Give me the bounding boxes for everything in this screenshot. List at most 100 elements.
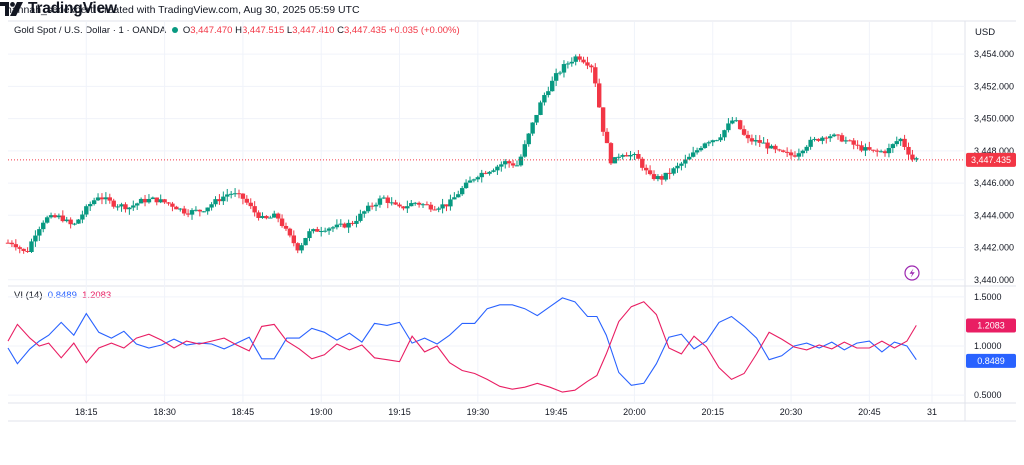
candle-body <box>17 247 22 249</box>
vi-plus-value: 0.8489 <box>47 290 77 301</box>
candle-body <box>444 204 449 207</box>
candle-body <box>871 149 876 151</box>
time-axis: 18:15 18:30 18:45 19:00 19:15 19:30 19:45 20:00… <box>75 407 937 417</box>
symbol-name: Gold Spot / U.S. Dollar · 1 · OANDA <box>14 25 166 36</box>
candle-body <box>21 248 26 251</box>
candle-body <box>456 194 461 198</box>
candle-body <box>29 241 34 252</box>
low-label: L <box>286 25 293 36</box>
candle-body <box>530 122 535 134</box>
candle-body <box>894 141 899 145</box>
candle-body <box>68 219 73 225</box>
last-price-flag: 3,447.435 <box>966 152 1016 167</box>
price-tick-label: 3,454.000 <box>974 49 1014 59</box>
currency-label[interactable]: USD <box>975 27 996 38</box>
candle-body <box>158 199 163 203</box>
candle-body <box>687 156 692 160</box>
candle-body <box>483 172 488 174</box>
vi-lines <box>7 297 917 393</box>
candle-body <box>890 144 896 149</box>
candle-body <box>236 193 242 195</box>
candle-body <box>189 210 195 215</box>
candle-body <box>828 136 833 139</box>
open-value: 3,447.470 <box>190 25 233 36</box>
candle-body <box>448 199 453 207</box>
time-tick-label: 19:30 <box>467 407 490 417</box>
low-value: 3,447.410 <box>292 25 335 36</box>
candle-body <box>162 199 167 203</box>
candle-body <box>334 224 340 228</box>
candle-body <box>710 140 715 143</box>
candle-body <box>667 172 672 174</box>
candle-body <box>174 206 179 210</box>
svg-text:0.8489: 0.8489 <box>977 356 1005 366</box>
candle-body <box>632 154 637 156</box>
candle-body <box>13 244 19 248</box>
candle-body <box>510 163 516 166</box>
candle-body <box>221 196 226 202</box>
candle-body <box>80 214 85 220</box>
candle-body <box>882 151 888 154</box>
candle-body <box>432 209 437 211</box>
candle-body <box>248 202 253 207</box>
vi-tick-label: 0.5000 <box>974 390 1002 400</box>
candle-body <box>577 56 582 60</box>
tradingview-logo-text: TradingView <box>28 0 117 17</box>
candle-body <box>311 229 316 232</box>
candle-body <box>412 202 418 204</box>
candle-body <box>303 238 308 246</box>
candle-body <box>800 150 805 154</box>
time-tick-label: 20:45 <box>858 407 881 417</box>
candle-body <box>796 153 802 157</box>
candle-body <box>659 176 665 180</box>
candle-body <box>628 154 633 157</box>
candle-body <box>538 102 543 115</box>
candle-body <box>706 142 712 144</box>
candle-body <box>784 151 790 153</box>
candle-body <box>346 222 351 228</box>
candle-body <box>585 62 590 66</box>
candle-body <box>228 193 234 195</box>
candle-body <box>859 145 864 151</box>
candle-body <box>636 154 641 159</box>
candle-body <box>616 156 621 158</box>
time-tick-label: 18:15 <box>75 407 98 417</box>
candle-body <box>217 199 222 202</box>
time-tick-label: 19:45 <box>545 407 568 417</box>
time-tick-label: 19:00 <box>310 407 333 417</box>
candle-body <box>675 165 680 169</box>
candle-body <box>291 235 297 244</box>
candle-body <box>166 202 171 204</box>
candle-body <box>330 227 336 229</box>
candle-body <box>268 217 273 219</box>
candle-body <box>561 64 567 73</box>
candle-body <box>643 167 649 171</box>
candle-body <box>565 63 571 65</box>
axis-flags: 3,447.435 1.2083 0.8489 <box>966 152 1016 368</box>
candle-body <box>416 202 422 205</box>
candle-body <box>209 204 214 208</box>
vi-minus-value: 1.2083 <box>82 290 112 301</box>
candle-body <box>624 155 629 157</box>
candle-body <box>232 193 238 195</box>
vi-plus-flag: 0.8489 <box>966 353 1016 368</box>
candle-body <box>722 130 727 138</box>
bolt-icon[interactable] <box>904 265 920 281</box>
candle-body <box>898 138 903 142</box>
candle-body <box>773 145 778 150</box>
time-tick-label: 20:00 <box>623 407 646 417</box>
candle-body <box>906 146 911 155</box>
candle-body <box>839 135 845 142</box>
candle-body <box>319 231 324 233</box>
candle-body <box>99 197 105 200</box>
candle-body <box>843 140 849 142</box>
vi-minus-flag: 1.2083 <box>966 318 1016 333</box>
candle-body <box>95 197 101 201</box>
candle-body <box>91 200 97 205</box>
candle-body <box>256 212 261 218</box>
candle-body <box>381 197 387 199</box>
candle-body <box>401 206 406 209</box>
candle-body <box>428 204 434 210</box>
candle-body <box>138 198 144 204</box>
